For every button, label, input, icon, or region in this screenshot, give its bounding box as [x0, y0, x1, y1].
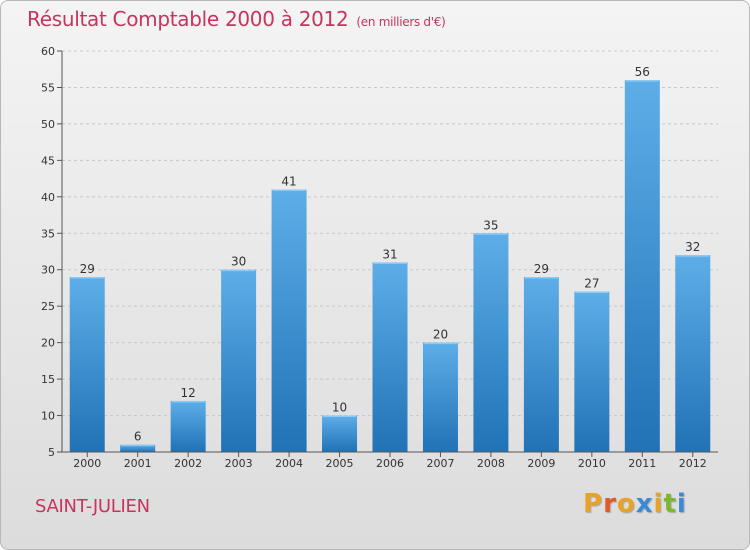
- bar-2001: [120, 444, 156, 452]
- data-label-2000: 29: [80, 262, 95, 276]
- logo-letter: t: [663, 489, 677, 519]
- data-label-2003: 30: [231, 255, 246, 269]
- data-label-2007: 20: [433, 328, 448, 342]
- chart-title-text: Résultat Comptable 2000 à 2012: [27, 7, 349, 31]
- y-tick-label: 15: [41, 373, 55, 386]
- y-tick-label: 20: [41, 337, 55, 350]
- proxiti-logo[interactable]: Proxiti: [583, 489, 687, 519]
- x-tick-label: 2004: [275, 457, 303, 470]
- data-label-2004: 41: [281, 175, 296, 189]
- data-label-2012: 32: [685, 240, 700, 254]
- bar-2003: [221, 269, 257, 452]
- x-tick-label: 2003: [225, 457, 253, 470]
- x-tick-label: 2008: [477, 457, 505, 470]
- x-tick-label: 2006: [376, 457, 404, 470]
- bar-2009: [523, 277, 559, 452]
- logo-letter: P: [583, 489, 604, 519]
- logo-letter: o: [616, 489, 636, 519]
- x-tick-label: 2011: [628, 457, 656, 470]
- data-label-2002: 12: [181, 386, 196, 400]
- x-tick-label: 2001: [124, 457, 152, 470]
- y-tick-label: 45: [41, 154, 55, 167]
- y-tick-label: 5: [48, 446, 55, 459]
- location-name: SAINT-JULIEN: [35, 496, 150, 517]
- y-tick-label: 30: [41, 264, 55, 277]
- bar-2008: [473, 233, 509, 452]
- x-tick-label: 2009: [527, 457, 555, 470]
- data-label-2008: 35: [483, 218, 498, 232]
- bar-2000: [69, 277, 105, 452]
- bar-2005: [322, 415, 358, 452]
- bar-highlight: [171, 400, 205, 403]
- bar-highlight: [373, 262, 407, 264]
- logo-letter: i: [653, 489, 664, 519]
- bar-highlight: [121, 444, 155, 447]
- bars: 29 6 12 30 41 10 31 20 35 29 27 56 32: [69, 65, 711, 452]
- bar-highlight: [323, 415, 357, 418]
- bar-highlight: [423, 342, 457, 345]
- bar-2006: [372, 262, 408, 452]
- y-tick-label: 25: [41, 300, 55, 313]
- bar-2004: [271, 189, 307, 452]
- bar-2007: [422, 342, 458, 452]
- x-tick-label: 2012: [679, 457, 707, 470]
- y-tick-label: 10: [41, 410, 55, 423]
- y-tick-label: 55: [41, 81, 55, 94]
- data-label-2010: 27: [584, 277, 599, 291]
- x-tick-label: 2000: [73, 457, 101, 470]
- x-tick-label: 2010: [578, 457, 606, 470]
- logo-letter: x: [635, 489, 654, 519]
- x-tick-label: 2007: [426, 457, 454, 470]
- logo-letter: r: [603, 489, 617, 519]
- data-label-2009: 29: [534, 262, 549, 276]
- bar-highlight: [70, 277, 104, 279]
- axes: 5 10 15 20 25 30 35 40 45 50 55 60 2000 2001 2002 2003 2…: [41, 45, 718, 470]
- bar-highlight: [676, 255, 710, 257]
- bar-2002: [170, 400, 206, 452]
- bar-highlight: [272, 189, 306, 192]
- data-label-2011: 56: [635, 65, 650, 79]
- x-tick-label: 2005: [326, 457, 354, 470]
- data-label-2005: 10: [332, 401, 347, 415]
- bar-highlight: [625, 80, 659, 82]
- bar-highlight: [222, 269, 256, 272]
- bar-2010: [574, 291, 610, 452]
- chart-title: Résultat Comptable 2000 à 2012 (en millie…: [27, 7, 446, 31]
- bar-highlight: [524, 277, 558, 279]
- bar-highlight: [474, 233, 508, 235]
- bar-2011: [624, 80, 660, 452]
- y-tick-label: 40: [41, 191, 55, 204]
- data-label-2006: 31: [382, 247, 397, 261]
- data-label-2001: 6: [134, 430, 142, 444]
- x-tick-label: 2002: [174, 457, 202, 470]
- bar-2012: [675, 255, 711, 452]
- bar-highlight: [575, 291, 609, 294]
- y-tick-label: 35: [41, 227, 55, 240]
- y-tick-label: 60: [41, 45, 55, 58]
- chart-subtitle: (en milliers d'€): [356, 15, 446, 29]
- y-tick-label: 50: [41, 118, 55, 131]
- logo-letter: i: [676, 489, 687, 519]
